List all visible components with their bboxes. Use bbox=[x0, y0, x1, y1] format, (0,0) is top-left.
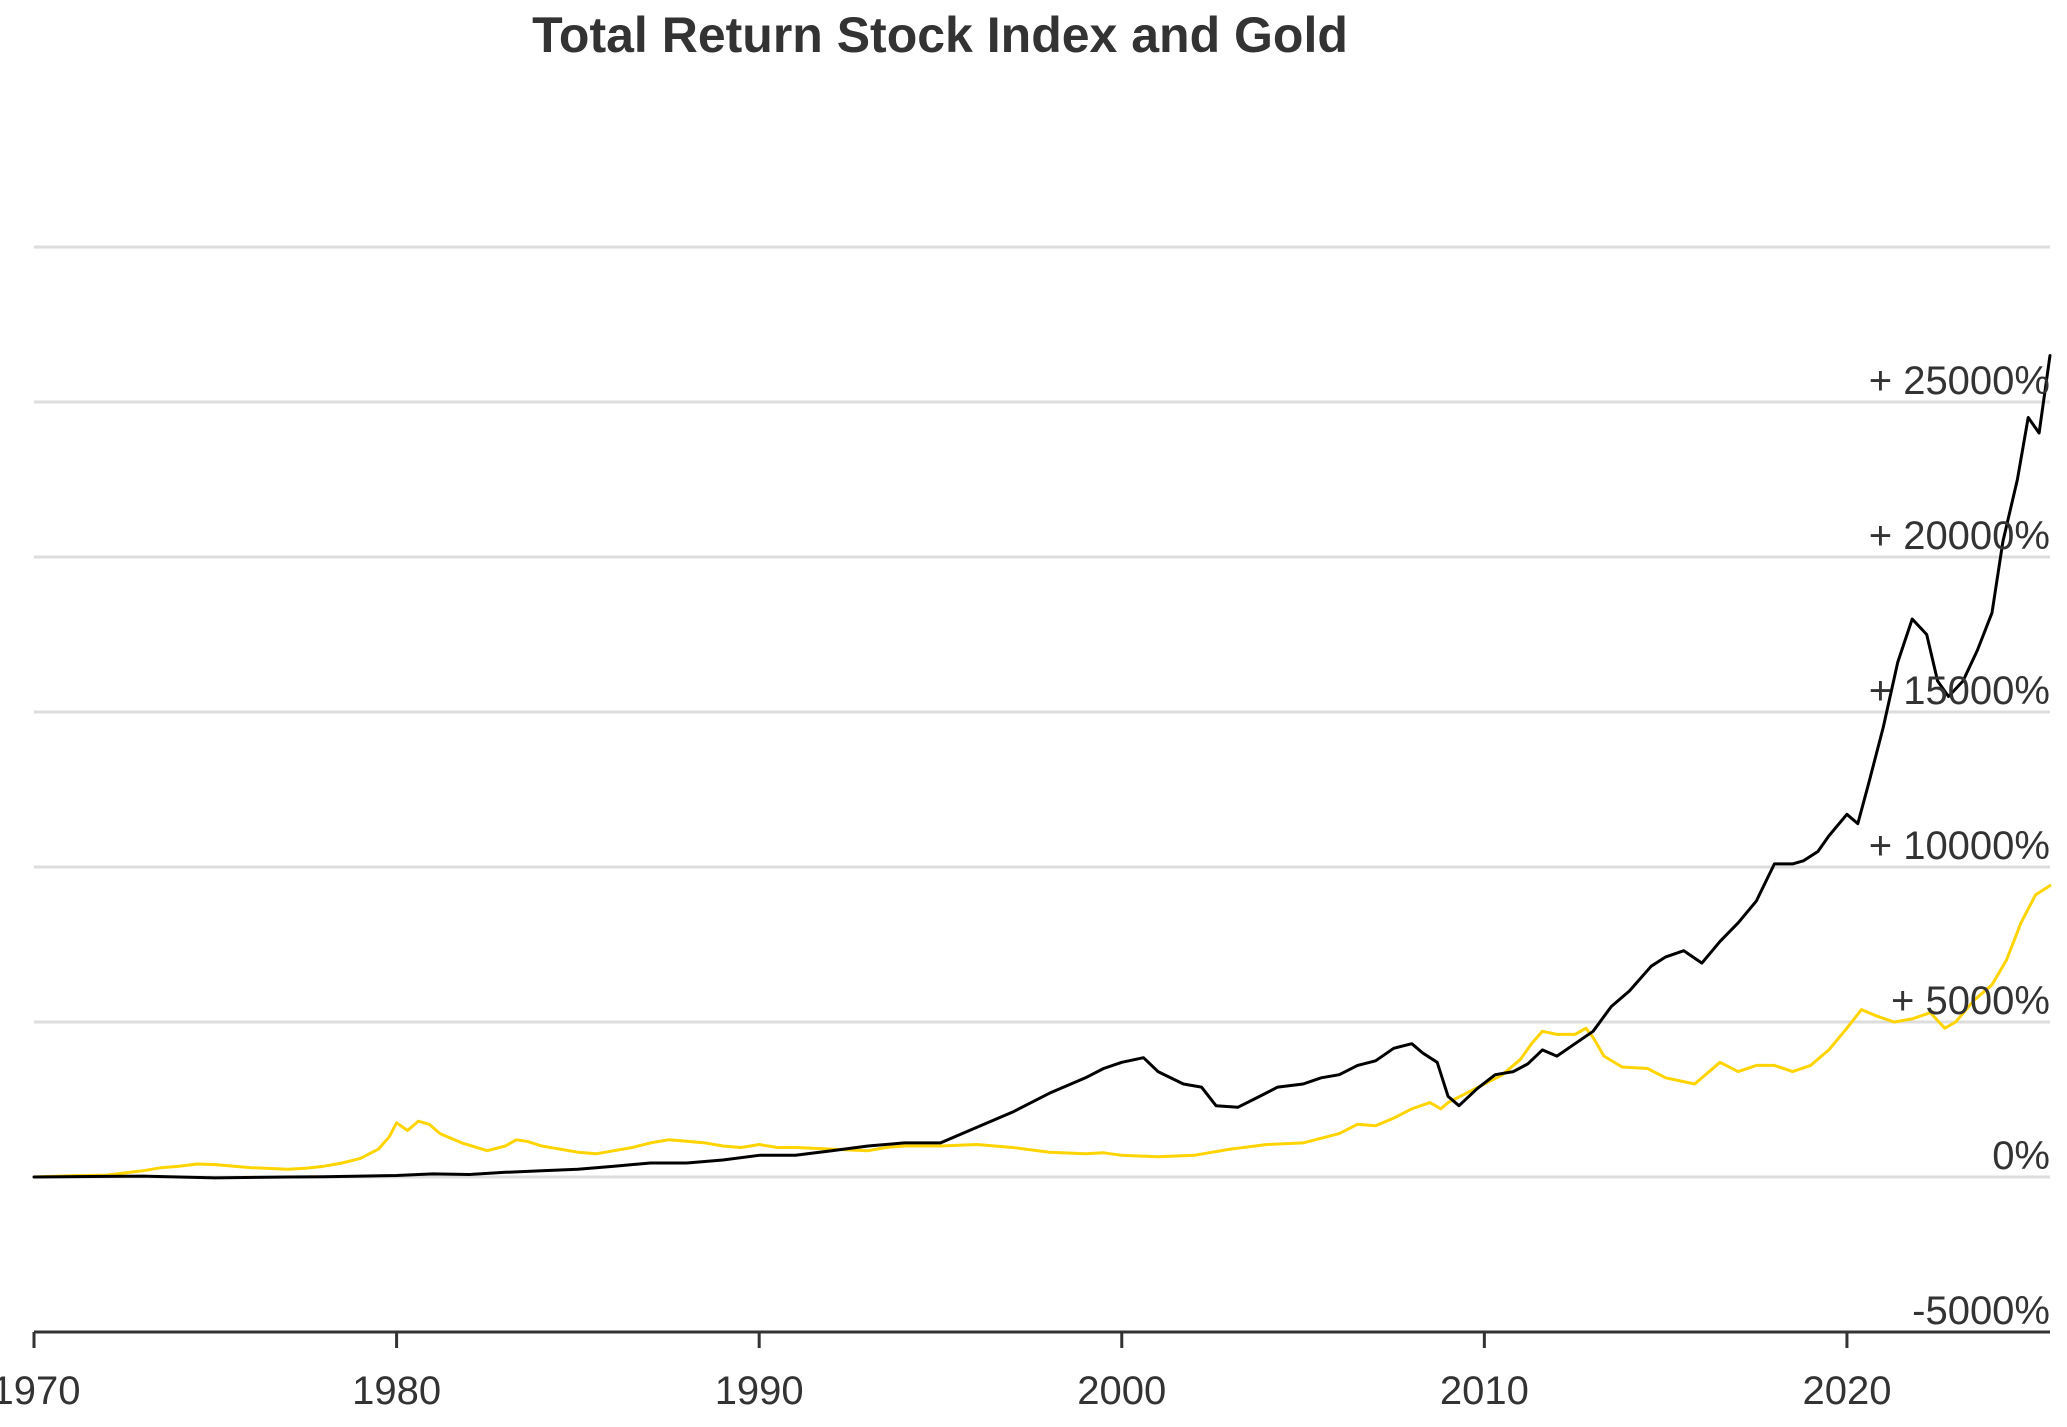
x-tick-label: 2020 bbox=[1802, 1369, 1891, 1413]
y-tick-label: + 20000% bbox=[1869, 514, 2050, 558]
y-axis-labels: -5000% 0% + 5000% + 10000% + 15000% + 20000% +… bbox=[1869, 359, 2050, 1333]
gridlines bbox=[34, 245, 2050, 1179]
x-tick-label: 1980 bbox=[352, 1369, 441, 1413]
x-tick-label: 1990 bbox=[715, 1369, 804, 1413]
y-tick-label: + 15000% bbox=[1869, 669, 2050, 713]
x-tick-label: 1970 bbox=[0, 1369, 80, 1413]
x-tick-label: 2000 bbox=[1077, 1369, 1166, 1413]
y-tick-label: 0% bbox=[1992, 1134, 2050, 1178]
series-lines bbox=[32, 354, 2052, 1180]
series-line-1 bbox=[32, 354, 2052, 1180]
y-tick-label: -5000% bbox=[1912, 1289, 2050, 1333]
x-axis: 1970 1980 1990 2000 2010 2020 bbox=[0, 1330, 2050, 1413]
y-tick-label: + 10000% bbox=[1869, 824, 2050, 868]
y-tick-label: + 5000% bbox=[1891, 979, 2050, 1023]
y-tick-label: + 25000% bbox=[1869, 359, 2050, 403]
chart-title: Total Return Stock Index and Gold bbox=[532, 7, 1348, 63]
x-tick-label: 2010 bbox=[1440, 1369, 1529, 1413]
series-line-0 bbox=[32, 884, 2052, 1179]
